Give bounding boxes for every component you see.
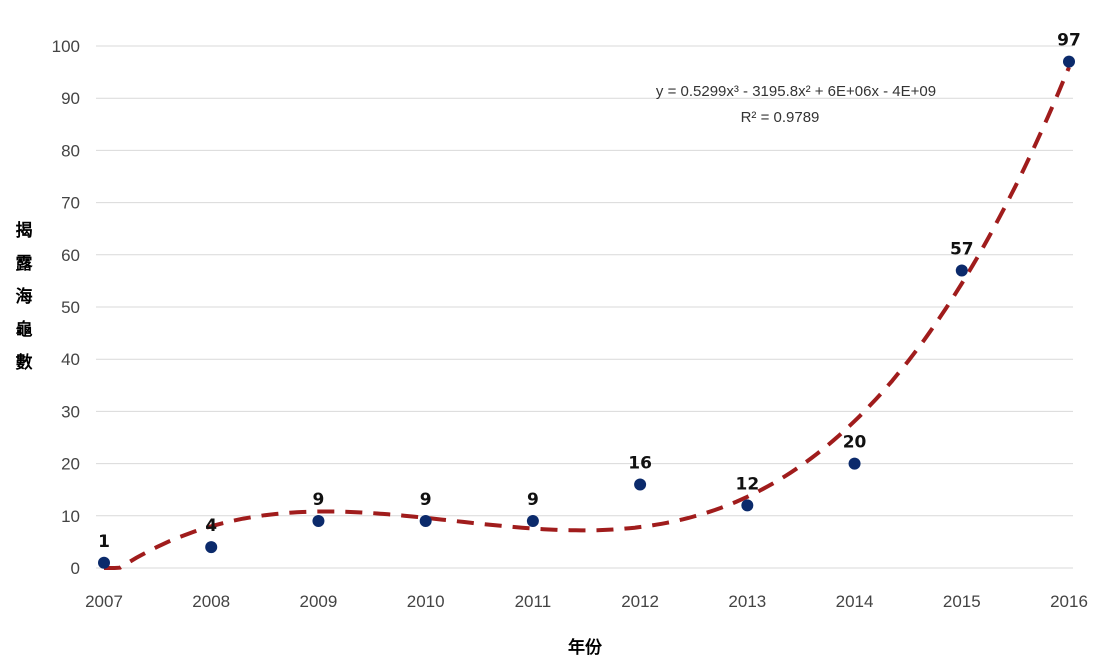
data-point xyxy=(98,556,110,569)
data-point xyxy=(526,515,539,528)
x-tick-label: 2010 xyxy=(407,592,445,611)
y-axis-title: 揭露海龜數 xyxy=(16,220,34,373)
data-label: 4 xyxy=(205,516,217,536)
data-label: 57 xyxy=(950,239,974,259)
x-tick-label: 2007 xyxy=(85,592,123,611)
y-tick-label: 10 xyxy=(61,507,80,526)
data-point xyxy=(848,457,861,470)
y-tick-label: 80 xyxy=(61,141,80,160)
data-label: 9 xyxy=(420,490,432,510)
x-tick-label: 2008 xyxy=(192,592,230,611)
trendline xyxy=(104,66,1071,570)
x-tick-label: 2012 xyxy=(621,592,659,611)
y-tick-label: 0 xyxy=(71,559,80,578)
y-tick-label: 70 xyxy=(61,194,80,213)
data-point xyxy=(205,541,218,554)
y-tick-label: 50 xyxy=(61,298,80,317)
data-point xyxy=(741,499,754,512)
data-labels: 1 4 9 9 9 16 12 20 57 97 xyxy=(98,31,1081,552)
y-axis-ticks: 0 10 20 30 40 50 60 70 80 90 100 xyxy=(52,37,80,578)
trendline-r-squared: R² = 0.9789 xyxy=(741,109,820,126)
data-points xyxy=(98,55,1075,569)
y-tick-label: 20 xyxy=(61,455,80,474)
data-label: 1 xyxy=(98,532,110,552)
data-label: 9 xyxy=(313,490,325,510)
data-label: 16 xyxy=(628,453,652,473)
y-tick-label: 30 xyxy=(61,402,80,421)
trendline-path xyxy=(104,66,1071,570)
x-axis-title: 年份 xyxy=(568,637,603,656)
gridlines xyxy=(96,45,1073,569)
y-tick-label: 40 xyxy=(61,350,80,369)
y-tick-label: 60 xyxy=(61,246,80,265)
data-point xyxy=(634,478,647,491)
data-point xyxy=(1063,55,1075,68)
x-tick-label: 2013 xyxy=(728,592,766,611)
data-label: 9 xyxy=(527,490,539,510)
x-tick-label: 2016 xyxy=(1050,592,1088,611)
x-tick-label: 2015 xyxy=(943,592,981,611)
trendline-equation: y = 0.5299x³ - 3195.8x² + 6E+06x - 4E+09 xyxy=(656,83,936,100)
data-point xyxy=(955,264,968,277)
data-label: 20 xyxy=(843,433,867,453)
data-point xyxy=(419,515,432,528)
data-label: 97 xyxy=(1057,31,1081,51)
x-tick-label: 2014 xyxy=(836,592,874,611)
y-tick-label: 90 xyxy=(61,89,80,108)
data-point xyxy=(312,515,325,528)
y-tick-label: 100 xyxy=(52,37,80,56)
x-axis-ticks: 2007 2008 2009 2010 2011 2012 2013 2014 2015 2016 xyxy=(85,592,1088,611)
data-label: 12 xyxy=(735,474,759,494)
x-tick-label: 2009 xyxy=(300,592,338,611)
x-tick-label: 2011 xyxy=(515,592,552,611)
